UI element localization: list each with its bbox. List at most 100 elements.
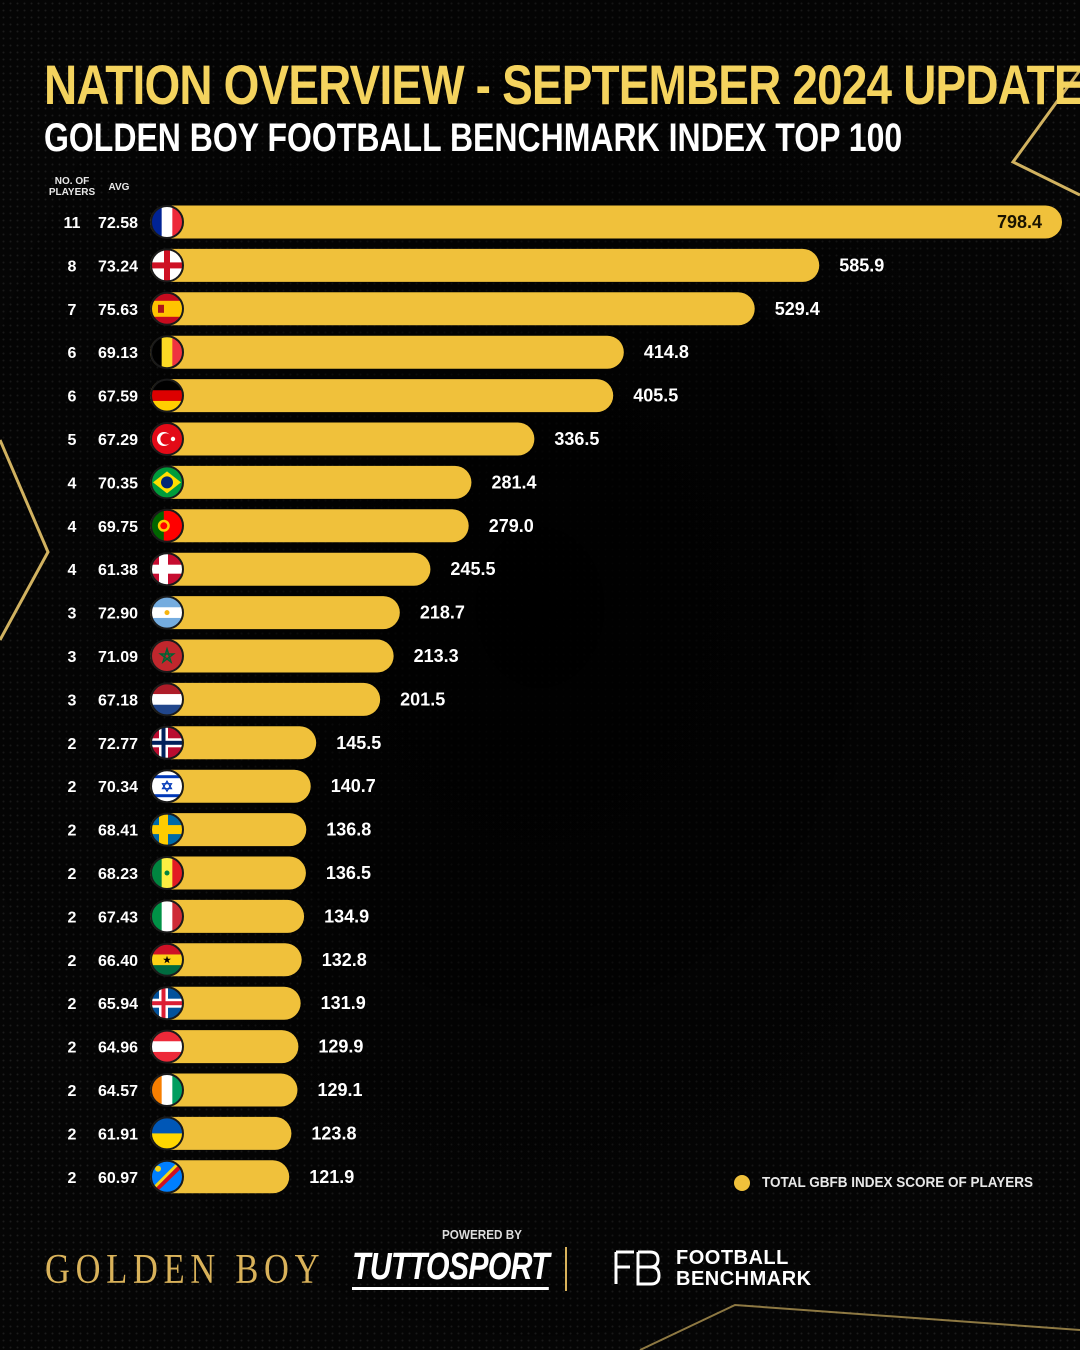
- legend: TOTAL GBFB INDEX SCORE OF PLAYERS: [734, 1174, 1063, 1191]
- players-count-label: 2: [68, 779, 77, 796]
- football-benchmark-logo-text: FOOTBALL BENCHMARK: [676, 1248, 812, 1290]
- players-count-label: 2: [68, 823, 77, 840]
- players-count-label: 11: [64, 215, 81, 232]
- iceland-flag-icon: [150, 986, 184, 1021]
- players-count-label: 6: [68, 345, 77, 362]
- avg-score-label: 72.90: [98, 606, 138, 623]
- bar: [150, 335, 624, 369]
- chart-row: 5 67.29 336.5: [68, 422, 599, 456]
- value-label: 281.4: [491, 472, 536, 492]
- avg-score-label: 72.58: [98, 215, 138, 232]
- column-header-players: NO. OF PLAYERS: [46, 176, 98, 198]
- bar: [150, 899, 305, 933]
- bar: [150, 205, 1062, 239]
- chart-row: 11 72.58 798.4: [64, 205, 1062, 239]
- avg-score-label: 61.91: [98, 1126, 138, 1143]
- avg-score-label: 69.13: [98, 345, 138, 362]
- germany-flag-icon: [150, 378, 184, 413]
- decorative-gold-line-right: [1010, 69, 1080, 197]
- bar: [150, 248, 820, 282]
- players-count-label: 3: [68, 606, 77, 623]
- chart-row: 2 67.43 134.9: [68, 899, 369, 934]
- players-count-label: 8: [68, 258, 77, 275]
- chart-row: 6 67.59 405.5: [68, 378, 678, 413]
- spain-flag-icon: [150, 291, 184, 326]
- avg-score-label: 67.29: [98, 432, 138, 449]
- netherlands-flag-icon: [150, 682, 184, 717]
- players-count-label: 2: [68, 866, 77, 883]
- column-header-avg: AVG: [108, 182, 130, 193]
- portugal-flag-icon: [150, 508, 184, 543]
- avg-score-label: 71.09: [98, 649, 138, 666]
- value-label: 145.5: [336, 733, 381, 753]
- chart-row: 2 66.40 132.8: [68, 942, 367, 977]
- players-count-label: 4: [68, 475, 77, 492]
- avg-score-label: 70.34: [98, 779, 138, 796]
- value-label: 123.8: [311, 1123, 356, 1143]
- players-count-label: 2: [68, 996, 77, 1013]
- chart-row: 2 72.77 145.5: [68, 725, 381, 760]
- players-count-label: 5: [68, 432, 77, 449]
- value-label: 134.9: [324, 906, 369, 926]
- israel-flag-icon: [150, 769, 184, 804]
- bar: [150, 1073, 298, 1107]
- value-label: 336.5: [554, 429, 599, 449]
- chart-row: 2 68.41 136.8: [68, 812, 371, 847]
- chart-row: 2 60.97 121.9: [68, 1159, 354, 1194]
- players-count-label: 4: [68, 562, 77, 579]
- avg-score-label: 64.57: [98, 1083, 138, 1100]
- bar: [150, 943, 302, 977]
- value-label: 414.8: [644, 342, 689, 362]
- norway-flag-icon: [150, 725, 184, 760]
- brazil-flag-icon: [150, 465, 184, 500]
- value-label: 585.9: [839, 255, 884, 275]
- value-label: 129.9: [318, 1037, 363, 1057]
- senegal-flag-icon: [150, 856, 184, 890]
- football-benchmark-logo-icon: [614, 1250, 661, 1286]
- value-label: 132.8: [322, 950, 367, 970]
- legend-swatch: [734, 1174, 750, 1191]
- chart-row: 6 69.13 414.8: [68, 335, 689, 370]
- column-header-players-line1: NO. OF: [54, 176, 90, 187]
- value-label: 213.3: [414, 646, 459, 666]
- value-label: 201.5: [400, 689, 445, 709]
- chart-row: 2 70.34 140.7: [68, 769, 376, 804]
- france-flag-icon: [150, 205, 184, 239]
- players-count-label: 3: [68, 692, 77, 709]
- bar: [150, 639, 394, 673]
- chart-row: 2 68.23 136.5: [68, 856, 371, 890]
- page-subtitle: GOLDEN BOY FOOTBALL BENCHMARK INDEX TOP …: [44, 116, 903, 160]
- avg-score-label: 66.40: [98, 953, 138, 970]
- players-count-label: 2: [68, 909, 77, 926]
- players-count-label: 2: [68, 1170, 77, 1187]
- chart-row: 8 73.24 585.9: [68, 248, 884, 283]
- bar: [150, 1160, 290, 1194]
- ukraine-flag-icon: [150, 1116, 184, 1151]
- dr-congo-flag-icon: [150, 1159, 184, 1194]
- decorative-gold-line-bottom: [639, 1303, 1080, 1350]
- chart-row: 4 70.35 281.4: [68, 465, 536, 500]
- legend-label: TOTAL GBFB INDEX SCORE OF PLAYERS: [762, 1174, 1034, 1191]
- denmark-flag-icon: [150, 552, 184, 587]
- value-label: 405.5: [633, 386, 678, 406]
- bar: [150, 1030, 299, 1064]
- chart-row: 3 72.90 218.7: [68, 595, 465, 630]
- chart-row: 4 69.75 279.0: [68, 508, 534, 543]
- page-title: NATION OVERVIEW - SEPTEMBER 2024 UPDATE: [44, 53, 1080, 116]
- golden-boy-logo: GOLDEN BOY: [45, 1247, 326, 1293]
- bar: [150, 769, 311, 803]
- belgium-flag-icon: [150, 335, 184, 370]
- chart-row: 7 75.63 529.4: [68, 291, 820, 326]
- value-label: 245.5: [450, 559, 495, 579]
- italy-flag-icon: [150, 899, 184, 934]
- england-flag-icon: [150, 248, 184, 283]
- players-count-label: 2: [68, 1126, 77, 1143]
- bar: [150, 813, 307, 847]
- value-label: 279.0: [489, 516, 534, 536]
- value-label: 136.5: [326, 863, 371, 883]
- chart-row: 3 71.09 213.3: [68, 639, 459, 673]
- value-label: 129.1: [317, 1080, 362, 1100]
- bar: [150, 1116, 292, 1150]
- value-label: 798.4: [997, 212, 1042, 232]
- bar: [150, 596, 400, 630]
